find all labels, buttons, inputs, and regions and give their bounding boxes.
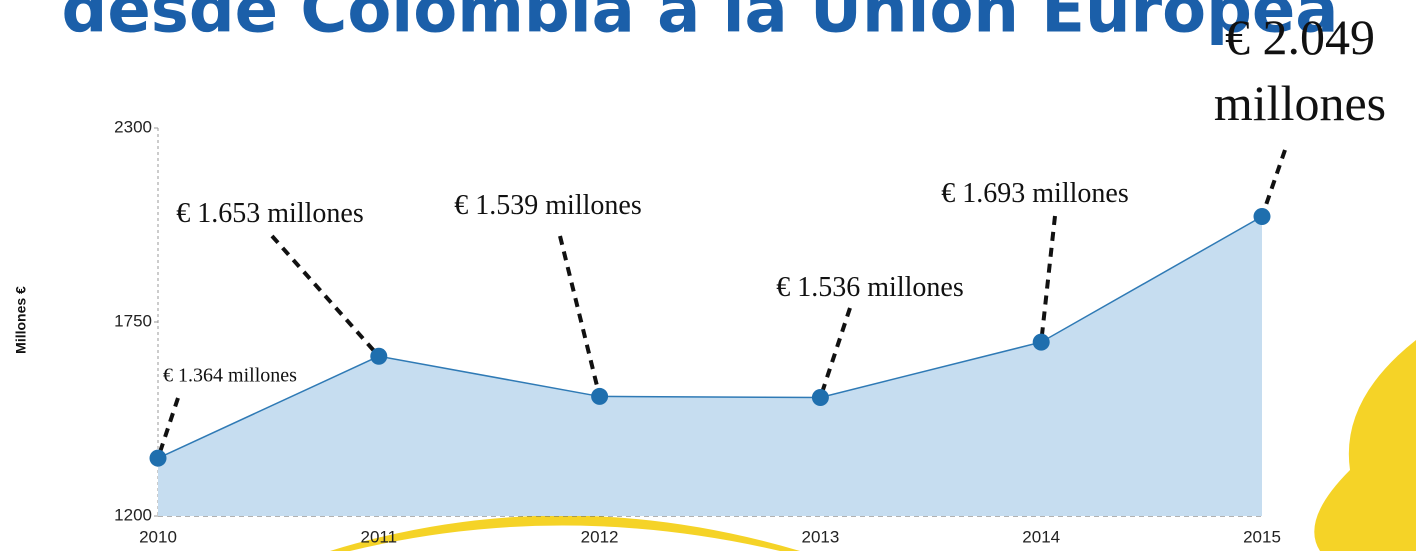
line xyxy=(157,215,1263,459)
chart-title: desde Colombia a la Unión Europea xyxy=(62,0,1339,48)
leader-line xyxy=(558,235,602,397)
data-point xyxy=(811,388,829,406)
x-tick-label: 2014 xyxy=(1022,527,1060,546)
value-label: € 1.536 millones xyxy=(776,272,964,303)
data-point xyxy=(149,449,167,467)
leader-line xyxy=(270,234,381,358)
decoration xyxy=(350,525,780,551)
x-tick-label: 2013 xyxy=(801,527,839,546)
leader-line xyxy=(1039,215,1057,343)
leader-line xyxy=(1260,149,1287,218)
data-point xyxy=(370,347,388,365)
value-label: € 1.693 millones xyxy=(941,178,1129,209)
area xyxy=(158,216,1262,516)
leader-line xyxy=(818,307,852,399)
leader-line xyxy=(156,397,180,459)
x-tick-label: 2012 xyxy=(581,527,619,546)
data-point xyxy=(1253,208,1271,226)
y-tick-label: 2300 xyxy=(114,117,152,136)
y-tick-label: 1200 xyxy=(114,505,152,524)
data-point xyxy=(1032,333,1050,351)
x-tick-label: 2011 xyxy=(361,527,398,546)
y-axis-label: Millones € xyxy=(13,286,29,354)
x-tick-label: 2010 xyxy=(139,527,177,546)
value-label: € 2.049 millones xyxy=(1213,9,1387,131)
x-tick-label: 2015 xyxy=(1243,527,1281,546)
value-label: € 1.539 millones xyxy=(454,190,642,221)
value-label: € 1.653 millones xyxy=(176,198,364,229)
value-label: € 1.364 millones xyxy=(163,364,297,387)
y-tick-label: 1750 xyxy=(114,311,152,330)
decoration xyxy=(1314,340,1416,551)
data-point xyxy=(591,387,609,405)
